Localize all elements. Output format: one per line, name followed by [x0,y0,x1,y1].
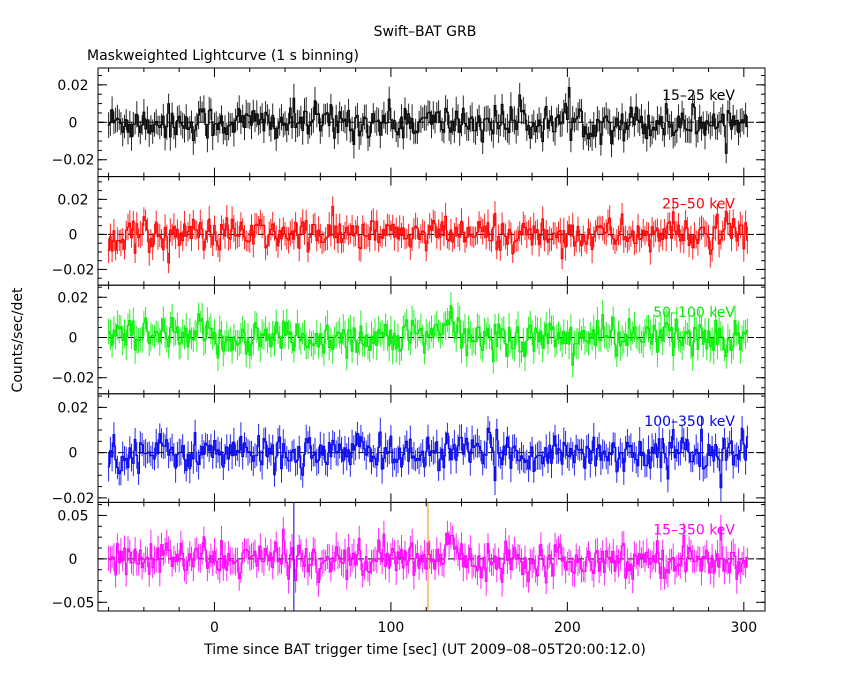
panel-4-lightcurve [107,427,749,489]
panel-5-ytick-label: −0.05 [52,595,95,611]
panel-1-band-label: 15–25 keV [662,88,735,104]
panel-2-band-label: 25–50 keV [662,197,735,213]
x-tick-label: 300 [730,620,757,636]
panel-1-lightcurve [107,87,749,154]
panel-2-ytick-label: 0.02 [57,192,88,208]
panel-1-ytick-label: 0 [69,115,78,131]
panel-5-lightcurve [107,527,749,584]
panel-4-band-label: 100–350 keV [644,414,735,430]
panel-2-ytick-label: −0.02 [52,262,95,278]
panel-4-ytick-label: −0.02 [52,491,95,507]
panel-1-ytick-label: 0.02 [57,78,88,94]
panel-2-ytick-label: 0 [69,227,78,243]
panel-5-ytick-label: 0 [69,552,78,568]
x-tick-label: 0 [210,620,219,636]
chart-title: Swift–BAT GRB [374,24,477,40]
x-tick-label: 200 [554,620,581,636]
y-axis-title: Counts/sec/det [10,287,26,392]
panels-group: −0.02 0 0.02 15–25 keV −0.02 0 0.02 25–50 keV −0… [52,67,766,636]
panel-3-ytick-label: 0 [69,330,78,346]
x-axis-title: Time since BAT trigger time [sec] (UT 20… [203,642,646,658]
panel-1-ytick-label: −0.02 [52,153,95,169]
panel-5-ytick-label: 0.05 [57,508,88,524]
panel-4-ytick-label: 0 [69,446,78,462]
panel-3-band-label: 50–100 keV [653,305,735,321]
panel-5-band-label: 15–350 keV [653,522,735,538]
panel-3-ytick-label: −0.02 [52,371,95,387]
panel-5-frame [97,501,766,612]
chart-subtitle: Maskweighted Lightcurve (1 s binning) [87,48,359,64]
panel-3-lightcurve [107,305,749,366]
x-tick-label: 100 [378,620,405,636]
panel-2-lightcurve [107,205,749,264]
panel-3-ytick-label: 0.02 [57,290,88,306]
panel-4-ytick-label: 0.02 [57,400,88,416]
